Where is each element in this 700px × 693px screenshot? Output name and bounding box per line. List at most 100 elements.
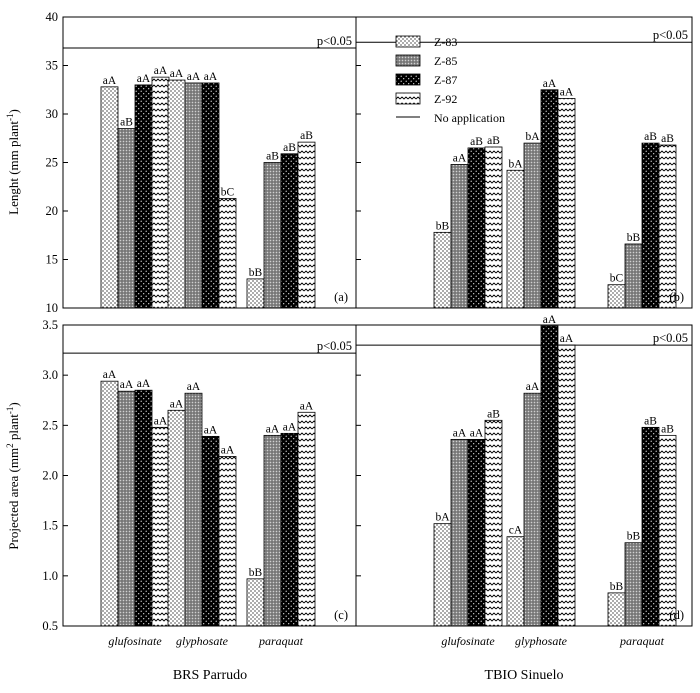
bar-label-glyphosate-z85: aA — [526, 381, 540, 393]
legend-swatch-z85 — [395, 54, 421, 67]
bar-label-paraquat-z87: aB — [283, 142, 296, 154]
x-tick-label-glyphosate: glyphosate — [176, 634, 229, 648]
bar-glyphosate-z87 — [201, 435, 220, 627]
bar-label-paraquat-z87: aA — [283, 421, 297, 433]
bar-glyphosate-z92 — [218, 197, 237, 309]
bar-glufosinate-z85 — [450, 438, 469, 627]
cultivar-label-tbio-sinuelo: TBIO Sinuelo — [485, 668, 564, 683]
bar-paraquat-z83 — [607, 284, 626, 309]
bar-glyphosate-z92 — [557, 98, 576, 309]
bar-label-paraquat-z87: aB — [644, 415, 657, 427]
bar-glufosinate-z92 — [484, 419, 503, 627]
bar-paraquat-z87 — [280, 432, 299, 627]
bar-glyphosate-z85 — [523, 392, 542, 627]
bar-label-glufosinate-z83: bA — [435, 512, 450, 524]
bar-label-glyphosate-z92: bC — [221, 186, 235, 198]
bar-label-glufosinate-z92: aA — [154, 65, 168, 77]
panel-b: bBaAaBaBglufosinatebAbAaAaAglyphosatebCb… — [355, 16, 693, 309]
bar-label-paraquat-z85: aB — [266, 151, 279, 163]
bar-label-glufosinate-z87: aA — [137, 73, 151, 85]
bar-label-paraquat-z92: aA — [300, 400, 314, 412]
cultivar-label-brs-parrudo: BRS Parrudo — [173, 668, 247, 683]
bar-glufosinate-z87 — [467, 438, 486, 627]
bar-label-glufosinate-z85: aA — [120, 379, 134, 391]
bar-label-paraquat-z83: bB — [249, 567, 263, 579]
legend-swatch-z92 — [395, 92, 421, 105]
bar-label-paraquat-z87: aB — [644, 131, 657, 143]
bar-label-glyphosate-z87: aA — [543, 78, 557, 90]
panel-tag: (b) — [669, 290, 684, 304]
bar-label-glufosinate-z92: aB — [487, 408, 500, 420]
significance-label: p<0.05 — [317, 34, 352, 48]
bar-label-glufosinate-z92: aA — [154, 415, 168, 427]
bar-glyphosate-z87 — [540, 89, 559, 309]
bar-glufosinate-z92 — [484, 146, 503, 309]
bar-glyphosate-z85 — [523, 142, 542, 309]
bar-glyphosate-z83 — [167, 409, 186, 627]
bar-glufosinate-z85 — [117, 390, 136, 627]
y-tick-label: 1.5 — [42, 519, 58, 533]
bar-glufosinate-z83 — [433, 523, 452, 627]
bar-label-glyphosate-z87: aA — [204, 424, 218, 436]
bar-label-glyphosate-z85: aA — [187, 71, 201, 83]
bar-label-paraquat-z92: aB — [661, 133, 674, 145]
panel-tag: (d) — [669, 608, 684, 622]
legend-swatch-z87 — [395, 73, 421, 86]
bar-label-glufosinate-z85: aB — [120, 117, 133, 129]
y-tick-label: 15 — [46, 253, 59, 267]
bar-label-glufosinate-z85: aA — [453, 152, 467, 164]
bar-label-glufosinate-z92: aB — [487, 135, 500, 147]
bar-label-glyphosate-z83: cA — [509, 525, 523, 537]
bar-label-glyphosate-z87: aA — [543, 314, 557, 326]
bar-glufosinate-z92 — [151, 426, 170, 627]
bar-glyphosate-z92 — [557, 344, 576, 627]
bar-glyphosate-z83 — [506, 536, 525, 627]
bar-glufosinate-z87 — [467, 147, 486, 309]
bar-label-paraquat-z85: bB — [627, 531, 641, 543]
bar-label-paraquat-z85: bB — [627, 232, 641, 244]
bar-paraquat-z87 — [641, 426, 660, 627]
significance-label: p<0.05 — [653, 28, 688, 42]
bar-paraquat-z83 — [607, 592, 626, 627]
bar-paraquat-z83 — [246, 578, 265, 627]
y-tick-label: 30 — [46, 107, 59, 121]
y-tick-label: 40 — [46, 10, 59, 24]
bar-glyphosate-z85 — [184, 82, 203, 309]
bar-label-glyphosate-z83: aA — [170, 68, 184, 80]
bar-paraquat-z92 — [658, 434, 677, 627]
bar-label-glyphosate-z92: aA — [560, 333, 574, 345]
legend-label-z83: Z-83 — [434, 35, 457, 49]
bar-glufosinate-z87 — [134, 84, 153, 309]
bar-label-glufosinate-z87: aA — [137, 378, 151, 390]
bar-paraquat-z85 — [624, 243, 643, 309]
y-tick-label: 3.5 — [42, 318, 58, 332]
bar-glyphosate-z85 — [184, 392, 203, 627]
bar-glufosinate-z83 — [100, 380, 119, 627]
bar-label-glyphosate-z85: bA — [525, 131, 540, 143]
y-tick-label: 0.5 — [42, 619, 58, 633]
legend: Z-83 Z-85 Z-87 Z-92 No application — [395, 35, 505, 125]
legend-label-reference: No application — [434, 111, 505, 125]
bar-glyphosate-z83 — [167, 79, 186, 309]
bar-label-glufosinate-z83: aA — [103, 75, 117, 87]
bar-label-glufosinate-z83: bB — [436, 220, 450, 232]
bar-label-glufosinate-z83: aA — [103, 369, 117, 381]
bar-glufosinate-z85 — [117, 128, 136, 309]
x-tick-label-glufosinate: glufosinate — [108, 634, 162, 648]
y-tick-label: 2.5 — [42, 418, 58, 432]
bar-paraquat-z85 — [263, 162, 282, 309]
bar-glyphosate-z87 — [540, 325, 559, 627]
bar-glufosinate-z83 — [433, 231, 452, 309]
y-tick-label: 25 — [46, 156, 59, 170]
legend-swatch-z83 — [395, 35, 421, 48]
bar-paraquat-z87 — [641, 142, 660, 309]
significance-label: p<0.05 — [653, 331, 688, 345]
bar-label-paraquat-z83: bC — [610, 273, 624, 285]
bar-label-glyphosate-z85: aA — [187, 381, 201, 393]
panel-a: aAaBaAaAglufosinateaAaAaAbCglyphosatebBa… — [46, 10, 357, 315]
bar-label-glyphosate-z92: aA — [560, 86, 574, 98]
legend-label-z87: Z-87 — [434, 73, 457, 87]
x-tick-label-paraquat: paraquat — [619, 634, 665, 648]
